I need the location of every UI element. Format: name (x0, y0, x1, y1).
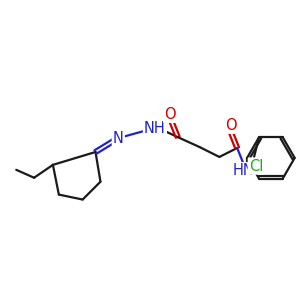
Text: O: O (164, 107, 176, 122)
Text: Cl: Cl (249, 159, 263, 174)
Text: NH: NH (144, 121, 166, 136)
Text: HN: HN (232, 163, 254, 178)
Text: N: N (113, 130, 124, 146)
Text: O: O (225, 118, 237, 133)
